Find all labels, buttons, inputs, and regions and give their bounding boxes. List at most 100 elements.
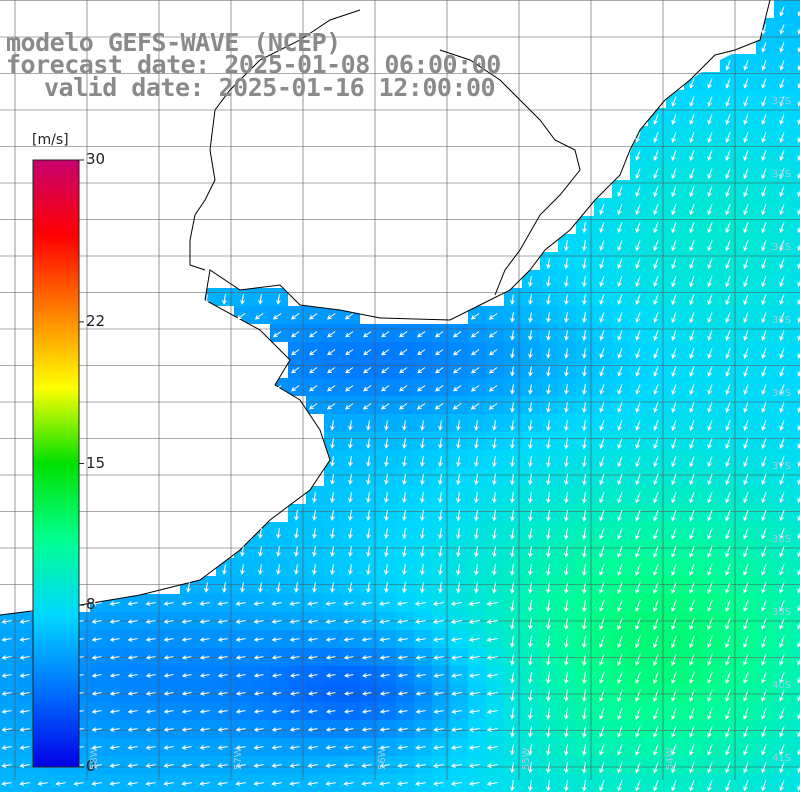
wind-arrow bbox=[689, 150, 695, 161]
speed-cell bbox=[792, 72, 800, 90]
wind-arrow bbox=[240, 294, 245, 305]
wind-arrow bbox=[779, 779, 785, 792]
wind-arrow bbox=[743, 707, 749, 720]
wind-arrow bbox=[743, 150, 749, 161]
wind-arrow bbox=[635, 438, 641, 449]
wind-arrow bbox=[435, 349, 444, 356]
wind-arrow bbox=[91, 655, 102, 660]
wind-arrow bbox=[343, 727, 354, 732]
wind-arrow bbox=[486, 601, 499, 607]
wind-arrow bbox=[689, 491, 695, 504]
wind-arrow bbox=[307, 601, 318, 606]
wind-arrow bbox=[145, 601, 156, 606]
wind-arrow bbox=[617, 473, 623, 486]
wind-arrow bbox=[474, 581, 479, 594]
speed-cell bbox=[792, 558, 800, 576]
wind-arrow bbox=[330, 474, 335, 485]
wind-arrow bbox=[761, 132, 767, 143]
wind-arrow bbox=[797, 208, 800, 216]
wind-arrow bbox=[545, 689, 551, 702]
wind-arrow bbox=[163, 781, 174, 786]
wind-arrow bbox=[653, 743, 659, 756]
wind-arrow bbox=[725, 761, 731, 774]
wind-arrow bbox=[797, 766, 800, 774]
wind-arrow bbox=[486, 619, 499, 625]
wind-arrow bbox=[725, 221, 731, 234]
wind-arrow bbox=[456, 492, 461, 504]
wind-arrow bbox=[635, 545, 641, 558]
wind-arrow bbox=[582, 312, 587, 324]
wind-arrow bbox=[779, 761, 785, 774]
wind-arrow bbox=[599, 384, 605, 395]
wind-arrow bbox=[797, 10, 800, 17]
latitude-label: 35S bbox=[772, 315, 792, 326]
wind-arrow bbox=[582, 276, 587, 288]
wind-arrow bbox=[635, 240, 641, 252]
wind-arrow bbox=[635, 312, 641, 323]
wind-arrow bbox=[381, 367, 390, 374]
wind-arrow bbox=[492, 581, 497, 594]
wind-arrow bbox=[761, 203, 767, 216]
wind-arrow bbox=[546, 402, 551, 413]
wind-arrow bbox=[361, 637, 372, 642]
wind-arrow bbox=[528, 384, 533, 395]
wind-arrow bbox=[797, 82, 800, 89]
wind-arrow bbox=[527, 617, 533, 631]
wind-arrow bbox=[581, 653, 587, 667]
wind-arrow bbox=[253, 709, 264, 714]
wind-arrow bbox=[581, 689, 587, 703]
wind-arrow bbox=[582, 222, 587, 234]
wind-arrow bbox=[402, 564, 407, 576]
wind-arrow bbox=[635, 132, 641, 143]
wind-arrow bbox=[761, 42, 767, 53]
wind-arrow bbox=[689, 743, 695, 756]
wind-arrow bbox=[19, 781, 30, 786]
forecast-date: forecast date: 2025-01-08 06:00:00 bbox=[6, 50, 501, 79]
wind-arrow bbox=[235, 727, 246, 732]
wind-arrow bbox=[289, 745, 300, 750]
wind-arrow bbox=[240, 546, 245, 557]
colorbar-unit: [m/s] bbox=[32, 132, 69, 148]
wind-arrow bbox=[564, 348, 569, 359]
wind-arrow bbox=[725, 366, 731, 377]
wind-arrow bbox=[743, 294, 749, 306]
wind-arrow bbox=[546, 527, 551, 540]
wind-arrow bbox=[743, 456, 749, 468]
wind-arrow bbox=[325, 745, 336, 750]
wind-arrow bbox=[761, 312, 767, 323]
wind-arrow bbox=[452, 385, 462, 392]
wind-arrow bbox=[456, 474, 461, 486]
wind-arrow bbox=[599, 258, 605, 269]
wind-arrow bbox=[779, 366, 785, 377]
wind-arrow bbox=[743, 239, 749, 252]
wind-arrow bbox=[19, 637, 30, 642]
wind-arrow bbox=[671, 671, 677, 684]
wind-arrow bbox=[653, 204, 659, 216]
wind-arrow bbox=[689, 384, 695, 395]
wind-arrow bbox=[779, 150, 785, 161]
wind-arrow bbox=[779, 671, 785, 684]
wind-arrow bbox=[402, 582, 407, 594]
wind-arrow bbox=[545, 599, 551, 613]
wind-arrow bbox=[510, 707, 515, 720]
wind-arrow bbox=[456, 438, 461, 450]
wind-arrow bbox=[199, 709, 210, 714]
wind-arrow bbox=[671, 312, 677, 323]
wind-arrow bbox=[307, 655, 318, 660]
speed-cell bbox=[792, 504, 800, 522]
speed-cell bbox=[792, 54, 800, 72]
wind-arrow bbox=[671, 384, 677, 395]
wind-arrow bbox=[420, 510, 425, 522]
wind-arrow bbox=[450, 655, 462, 660]
wind-arrow bbox=[290, 385, 300, 392]
wind-arrow bbox=[653, 168, 659, 179]
wind-arrow bbox=[290, 331, 300, 338]
wind-arrow bbox=[761, 779, 767, 792]
wind-arrow bbox=[761, 743, 767, 756]
wind-arrow bbox=[707, 581, 713, 594]
wind-arrow bbox=[725, 635, 731, 648]
wind-arrow bbox=[470, 402, 480, 410]
wind-arrow bbox=[671, 545, 677, 558]
wind-arrow bbox=[510, 294, 515, 305]
wind-arrow bbox=[779, 456, 785, 467]
